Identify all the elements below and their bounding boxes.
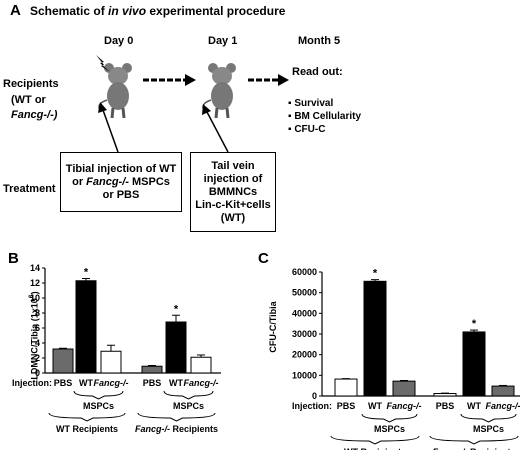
readout-item: ▪ BM Cellularity	[288, 111, 362, 122]
wt-recipients-label: WT Recipients	[56, 424, 118, 434]
injection-label: Injection:	[292, 401, 332, 411]
bar	[491, 385, 515, 397]
recipients-label: Recipients	[3, 78, 59, 90]
fancg-recipients-label: Fancg-/- Recipients	[432, 447, 515, 450]
readout-item: ▪ Survival	[288, 98, 334, 109]
recipients-bracket	[137, 412, 216, 422]
recipients-label-3: Fancg-/-)	[11, 109, 58, 121]
y-tick-label: 14	[30, 263, 40, 273]
y-tick-label: 6	[35, 323, 40, 333]
day0-label: Day 0	[104, 35, 134, 47]
arrow-day0-day1	[143, 74, 196, 86]
panel-b-letter: B	[8, 250, 19, 267]
y-tick-label: 10	[30, 293, 40, 303]
bar	[75, 280, 97, 374]
readout-list: ▪ Survival ▪ BM Cellularity ▪ CFU-C	[288, 97, 361, 136]
significance-star: *	[174, 303, 179, 315]
schematic-graphics	[96, 55, 289, 153]
y-tick-label: 0	[312, 391, 317, 401]
category-label: PBS	[143, 378, 162, 388]
panel-a-letter: A	[10, 2, 21, 19]
mspcs-label: MSPCs	[473, 424, 504, 434]
month5-label: Month 5	[298, 35, 341, 47]
category-label: WT	[467, 401, 481, 411]
tail-vein-injection-box: Tail vein injection of BMMNCs Lin-c-Kit+…	[190, 152, 276, 232]
bar	[462, 331, 486, 397]
category-label: PBS	[54, 378, 73, 388]
day1-label: Day 1	[208, 35, 238, 47]
bar	[52, 348, 74, 374]
y-tick-label: 50000	[292, 288, 317, 298]
significance-star: *	[84, 267, 89, 279]
recipients-bracket	[429, 435, 519, 445]
irradiation-icon	[96, 55, 110, 72]
treatment-label: Treatment	[3, 183, 56, 195]
mspcs-label: MSPCs	[374, 424, 405, 434]
bar	[190, 356, 212, 374]
category-label: Fancg-/-	[94, 378, 129, 388]
bar	[392, 380, 416, 397]
y-tick-label: 8	[35, 308, 40, 318]
bar	[433, 393, 457, 397]
y-tick-label: 40000	[292, 308, 317, 318]
recipients-bracket	[330, 435, 420, 445]
category-label: Fancg-/-	[486, 401, 520, 411]
panel-c-letter: C	[258, 250, 269, 267]
category-label: WT	[169, 378, 183, 388]
y-tick-label: 4	[35, 338, 40, 348]
category-label: WT	[368, 401, 382, 411]
y-tick-label: 0	[35, 368, 40, 378]
panel-a-title: Schematic of in vivo experimental proced…	[30, 4, 286, 18]
bar	[334, 378, 358, 397]
recipients-bracket	[48, 412, 126, 422]
y-tick-label: 20000	[292, 350, 317, 360]
recipients-label-2: (WT or	[11, 94, 46, 106]
y-tick-label: 12	[30, 278, 40, 288]
panel-c-chart: 0 10000 20000 30000 40000 50000 60000 PBS * WT Fan…	[292, 267, 520, 450]
mspcs-bracket	[73, 390, 124, 400]
mspcs-bracket	[361, 413, 418, 423]
injection-label: Injection:	[12, 378, 52, 388]
y-tick-label: 2	[35, 353, 40, 363]
mspcs-label: MSPCs	[83, 401, 114, 411]
readout-title: Read out:	[292, 66, 343, 78]
wt-recipients-label: WT Recipients	[344, 447, 406, 450]
tibial-injection-box: Tibial injection of WT or Fancg-/- MSPCs…	[60, 152, 182, 212]
category-label: PBS	[436, 401, 455, 411]
mspcs-label: MSPCs	[173, 401, 204, 411]
arrow-box1-mouse1	[98, 102, 119, 153]
y-tick-label: 10000	[292, 370, 317, 380]
bar	[141, 365, 163, 374]
category-label: Fancg-/-	[184, 378, 219, 388]
mouse-icon	[202, 63, 236, 119]
arrow-day1-month5	[248, 74, 289, 86]
bar	[100, 350, 122, 374]
y-tick-label: 60000	[292, 267, 317, 277]
significance-star: *	[472, 318, 477, 330]
category-label: PBS	[337, 401, 356, 411]
bar	[165, 321, 187, 374]
y-tick-label: 30000	[292, 329, 317, 339]
significance-star: *	[373, 268, 378, 280]
mspcs-bracket	[163, 390, 214, 400]
bar	[363, 280, 387, 397]
arrow-box2-mouse2	[202, 104, 229, 153]
mspcs-bracket	[460, 413, 517, 423]
fancg-recipients-label: Fancg-/- Recipients	[135, 424, 218, 434]
readout-item: ▪ CFU-C	[288, 124, 326, 135]
category-label: Fancg-/-	[387, 401, 422, 411]
category-label: WT	[79, 378, 93, 388]
